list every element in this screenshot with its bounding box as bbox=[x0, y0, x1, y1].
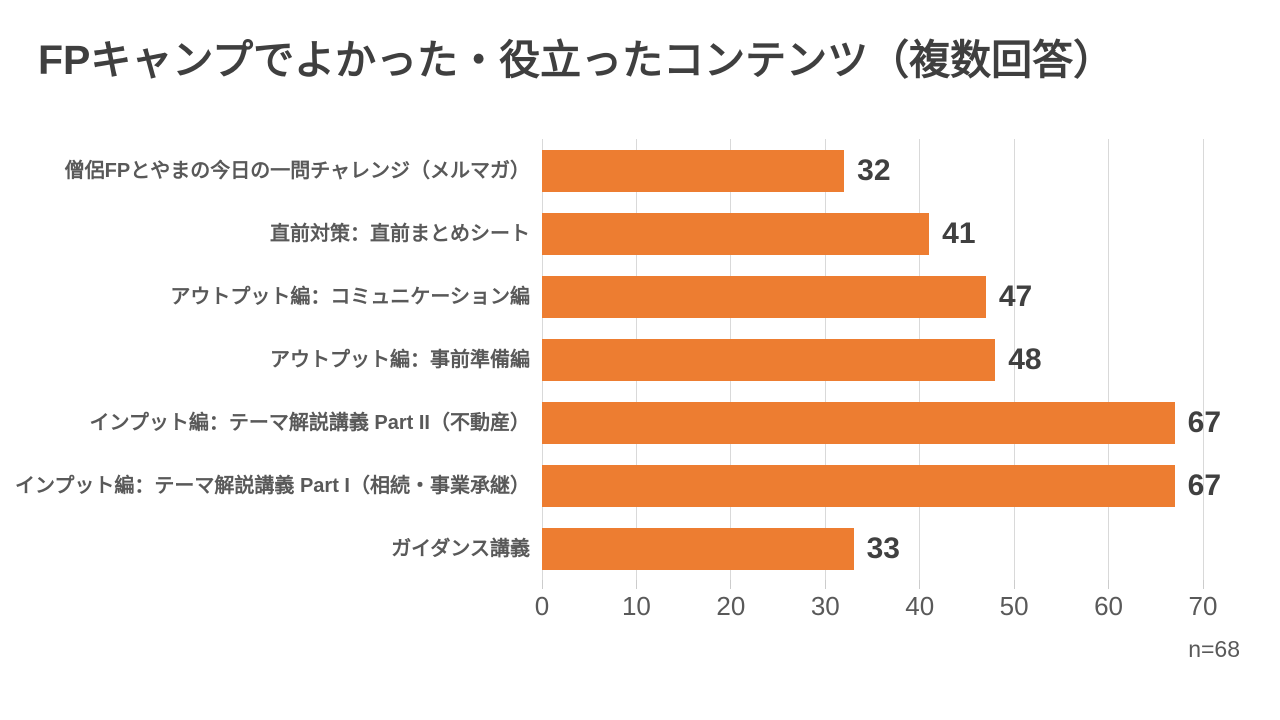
bar bbox=[542, 464, 1175, 507]
axis-tick-mark bbox=[919, 580, 921, 589]
x-axis-tick-label: 30 bbox=[810, 591, 840, 621]
gridline bbox=[1108, 139, 1110, 580]
value-label: 41 bbox=[942, 216, 976, 250]
x-axis-tick-label: 60 bbox=[1094, 591, 1124, 621]
value-label: 48 bbox=[1008, 342, 1042, 376]
category-label: 僧侶FPとやまの今日の一問チャレンジ（メルマガ） bbox=[64, 159, 530, 182]
category-label: アウトプット編：コミュニケーション編 bbox=[170, 285, 530, 308]
axis-tick-mark bbox=[1013, 580, 1015, 589]
category-label: アウトプット編：事前準備編 bbox=[270, 348, 530, 371]
gridline bbox=[1202, 139, 1204, 580]
value-label: 47 bbox=[998, 279, 1033, 313]
axis-tick-mark bbox=[635, 580, 637, 589]
x-axis-tick-label: 10 bbox=[621, 591, 651, 621]
value-label: 67 bbox=[1187, 468, 1222, 502]
x-axis-tick-label: 50 bbox=[999, 591, 1029, 621]
category-label: 直前対策：直前まとめシート bbox=[270, 222, 530, 245]
bar bbox=[542, 149, 845, 192]
bar bbox=[542, 401, 1175, 444]
gridline bbox=[1013, 139, 1015, 580]
value-label: 33 bbox=[866, 531, 900, 565]
category-label: インプット編：テーマ解説講義 Part I（相続・事業承継） bbox=[15, 474, 530, 497]
value-label: 32 bbox=[857, 153, 891, 187]
x-axis-tick-label: 0 bbox=[534, 591, 550, 621]
category-label: ガイダンス講義 bbox=[391, 537, 530, 560]
bar bbox=[542, 338, 996, 381]
axis-tick-mark bbox=[824, 580, 826, 589]
bar bbox=[542, 275, 986, 318]
axis-tick-mark bbox=[1202, 580, 1204, 589]
chart-title: FPキャンプでよかった・役立ったコンテンツ（複数回答） bbox=[38, 37, 1115, 83]
axis-tick-mark bbox=[541, 580, 543, 589]
bar bbox=[542, 212, 930, 255]
value-label: 67 bbox=[1187, 405, 1222, 439]
x-axis-tick-label: 40 bbox=[905, 591, 935, 621]
bar bbox=[542, 527, 854, 570]
x-axis-tick-label: 70 bbox=[1188, 591, 1218, 621]
axis-tick-mark bbox=[730, 580, 732, 589]
x-axis-tick-label: 20 bbox=[716, 591, 746, 621]
sample-size-note: n=68 bbox=[1188, 636, 1240, 662]
category-label: インプット編：テーマ解説講義 Part II（不動産） bbox=[89, 411, 530, 434]
axis-tick-mark bbox=[1108, 580, 1110, 589]
